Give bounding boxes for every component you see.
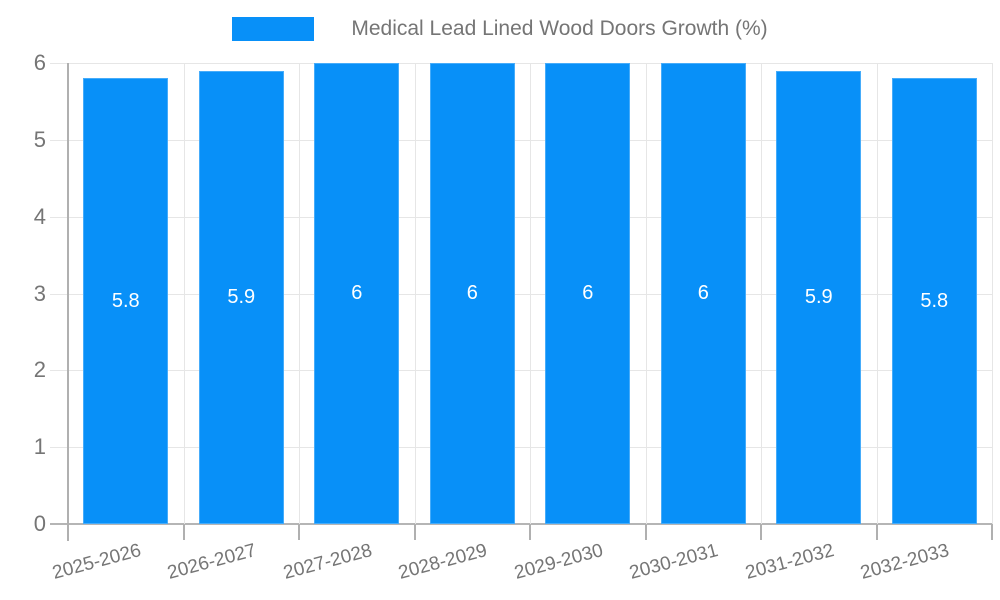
x-axis-tick (991, 524, 993, 540)
bar-2031-2032[interactable]: 5.9 (776, 70, 862, 524)
y-axis-tick-label: 2 (33, 357, 46, 383)
x-gridline (183, 63, 185, 524)
bar-2032-2033[interactable]: 5.8 (891, 78, 977, 524)
y-gridline (50, 216, 992, 218)
legend-label: Medical Lead Lined Wood Doors Growth (%) (351, 17, 768, 40)
x-gridline (530, 63, 531, 524)
bar-value-label: 6 (351, 282, 363, 304)
bar-2028-2029[interactable]: 6 (429, 63, 515, 524)
x-axis-tick (875, 524, 878, 540)
x-axis-tick (298, 524, 300, 540)
chart-legend[interactable]: Medical Lead Lined Wood Doors Growth (%) (0, 17, 1000, 41)
bar-2030-2031[interactable]: 6 (660, 63, 746, 524)
bar-2027-2028[interactable]: 6 (314, 63, 400, 524)
y-axis-tick-label: 1 (33, 434, 46, 460)
x-axis-tick (644, 524, 647, 540)
x-axis-tick (413, 524, 416, 540)
bar-value-label: 5.9 (804, 285, 833, 308)
x-gridline (761, 63, 762, 524)
x-gridline (299, 63, 300, 524)
bar-value-label: 5.9 (227, 285, 256, 308)
x-gridline (992, 63, 993, 524)
bar-value-label: 6 (697, 282, 709, 304)
legend-swatch (232, 17, 315, 41)
y-gridline (50, 293, 992, 295)
x-axis-tick (182, 524, 185, 540)
x-gridline (645, 63, 647, 524)
x-axis-tick (529, 524, 531, 540)
bar-value-label: 6 (582, 282, 594, 304)
bar-value-label: 5.8 (111, 289, 140, 312)
y-gridline (50, 139, 992, 141)
x-gridline (876, 63, 878, 524)
bar-2025-2026[interactable]: 5.8 (83, 78, 169, 524)
y-gridline (50, 63, 992, 64)
bar-2029-2030[interactable]: 6 (545, 63, 631, 524)
y-gridline (50, 370, 992, 372)
y-axis-tick-label: 6 (33, 50, 46, 75)
y-axis-tick-label: 5 (33, 126, 46, 152)
y-axis-tick-label: 3 (33, 280, 46, 306)
x-axis-baseline (50, 523, 992, 525)
bar-2026-2027[interactable]: 5.9 (198, 70, 284, 524)
bar-value-label: 5.8 (920, 289, 949, 312)
y-gridline (50, 447, 992, 449)
y-axis-tick-label: 0 (33, 511, 46, 536)
y-axis-line (67, 63, 69, 541)
x-axis-tick (760, 524, 762, 540)
bar-value-label: 6 (466, 282, 478, 304)
x-gridline (414, 63, 416, 524)
y-axis-tick-label: 4 (33, 203, 46, 229)
